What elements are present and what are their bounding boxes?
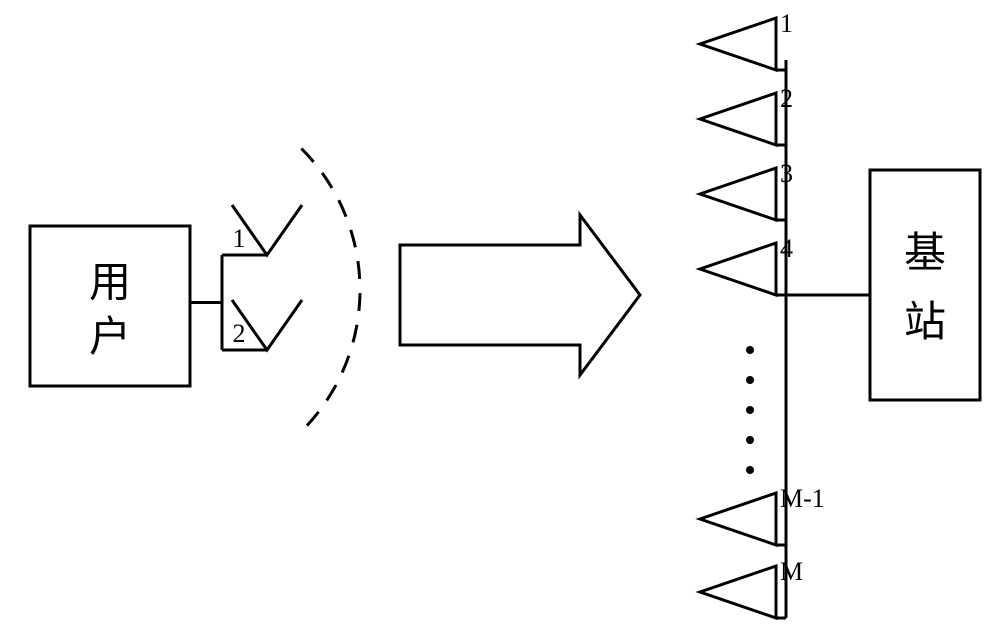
bs-antenna-1-label: 1 bbox=[780, 9, 793, 38]
user-label-2: 户 bbox=[89, 315, 131, 361]
bs-antenna-M: M bbox=[700, 557, 803, 618]
user-antennas: 12 bbox=[190, 205, 302, 350]
bs-antenna-M-1: M-1 bbox=[700, 484, 825, 545]
user-antenna-1: 1 bbox=[222, 205, 302, 255]
bs-antenna-4: 4 bbox=[700, 234, 793, 295]
bs-antenna-3: 3 bbox=[700, 159, 793, 220]
bs-label-2: 站 bbox=[904, 300, 946, 346]
bs-antenna-2-label: 2 bbox=[780, 84, 793, 113]
bs-antenna-M-label: M bbox=[780, 557, 803, 586]
bs-label-1: 基 bbox=[904, 231, 946, 277]
bs-array-ellipsis bbox=[746, 346, 754, 474]
user-label-1: 用 bbox=[89, 260, 131, 306]
bs-antenna-1: 1 bbox=[700, 9, 793, 70]
bs-antenna-2: 2 bbox=[700, 84, 793, 145]
base-station-box: 基站 bbox=[870, 170, 980, 400]
bs-antenna-M-1-label: M-1 bbox=[780, 484, 825, 513]
bs-antenna-4-label: 4 bbox=[780, 234, 793, 263]
user-box: 用户 bbox=[30, 226, 190, 386]
bs-antenna-array: 1 2 3 4 M-1 M bbox=[700, 9, 825, 618]
radiation-arc bbox=[301, 149, 360, 432]
bs-antenna-3-label: 3 bbox=[780, 159, 793, 188]
user-antenna-label-1: 1 bbox=[233, 224, 246, 253]
user-antenna-2: 2 bbox=[222, 300, 302, 350]
user-antenna-label-2: 2 bbox=[233, 319, 246, 348]
transmission-arrow bbox=[400, 215, 640, 375]
